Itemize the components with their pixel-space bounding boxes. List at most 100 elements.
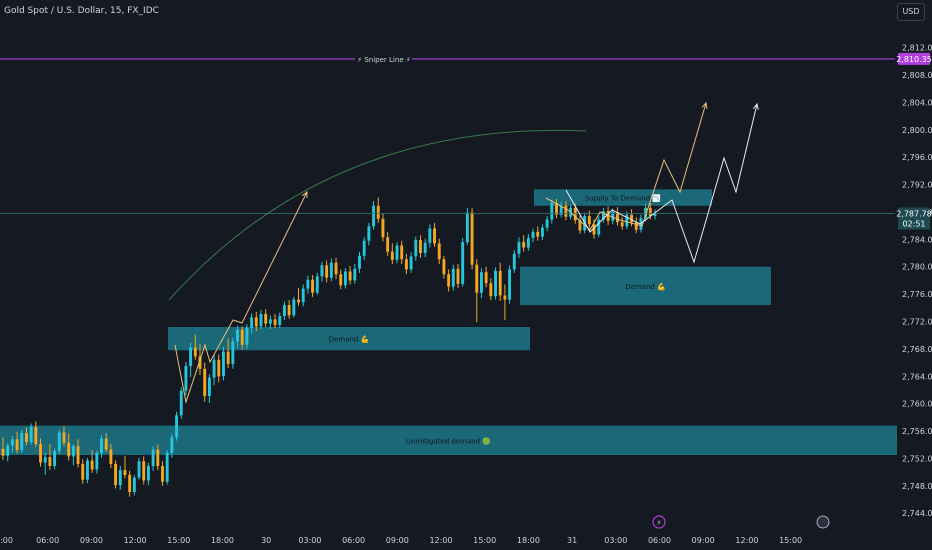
candle-body: [297, 299, 300, 303]
zone-box: [520, 266, 771, 306]
zone-label: Demand 💪: [625, 282, 666, 291]
sniper-line-label: ⚡ Sniper Line ⚡: [357, 56, 411, 64]
candle-body: [67, 442, 71, 457]
candle-body: [193, 347, 197, 357]
x-tick-label: 09:00: [692, 536, 715, 545]
candle-body: [423, 242, 427, 254]
candle-body: [156, 449, 160, 466]
candle-body: [517, 242, 521, 254]
candle-body: [254, 317, 258, 327]
candle-body: [334, 262, 338, 275]
candle-body: [428, 228, 432, 243]
candle-body: [353, 268, 357, 281]
y-tick-label: 2,792.00: [902, 181, 932, 190]
arrow-yellow-2: [545, 102, 707, 231]
y-axis: 2,812.00 2,808.00 2,804.00 2,800.00 2,796.00…: [902, 44, 932, 519]
candle-body: [390, 251, 394, 260]
candle-body: [437, 243, 441, 260]
candle-body: [53, 450, 57, 466]
candle-body: [282, 305, 286, 317]
x-tick-label: 30: [261, 536, 271, 545]
candle-body: [161, 465, 164, 482]
candle-body: [132, 477, 136, 493]
zone-label: Demand 💪: [329, 335, 370, 344]
zone-box: [0, 425, 897, 456]
candle-body: [536, 231, 540, 237]
candle-body: [165, 452, 169, 482]
candle-body: [10, 439, 14, 446]
candle-body: [348, 271, 352, 281]
arrow-white-1: [565, 103, 758, 264]
candle-body: [226, 351, 230, 364]
candle-body: [470, 212, 474, 265]
x-tick-label: 06:00: [342, 536, 365, 545]
y-tick-label: 2,760.00: [902, 400, 932, 409]
candle-body: [222, 351, 225, 377]
candle-body: [381, 218, 385, 238]
candle-body: [231, 341, 235, 364]
arrow-yellow-2-head: [701, 101, 708, 110]
zone-box: [534, 189, 712, 206]
x-tick-label: 31: [567, 536, 577, 545]
candle-body: [367, 226, 371, 241]
x-tick-label: 12:00: [124, 536, 147, 545]
candle-body: [311, 279, 315, 293]
x-tick-label: 15:00: [473, 536, 496, 545]
candle-body: [118, 470, 122, 486]
candle-body: [278, 316, 282, 325]
candle-body: [559, 205, 563, 215]
current-price-label: 2,787.78: [896, 209, 932, 218]
candle-body: [409, 256, 413, 270]
x-tick-label: 06:00: [36, 536, 59, 545]
flag-event-icon: [816, 515, 830, 529]
candle-body: [240, 329, 244, 345]
candle-body: [540, 227, 544, 237]
x-axis: 3:00 06:00 09:00 12:00 15:00 18:00 30 03:00 06:0…: [0, 536, 802, 545]
candle-body: [620, 222, 624, 227]
y-tick-label: 2,756.00: [902, 427, 932, 436]
candle-body: [104, 438, 108, 450]
candle-body: [625, 214, 629, 227]
candle-body: [601, 211, 605, 220]
candle-body: [475, 264, 479, 293]
candle-body: [264, 313, 268, 324]
arrow-yellow-1: [174, 191, 308, 404]
y-tick-label: 2,784.00: [902, 235, 932, 244]
currency-button[interactable]: USD: [897, 3, 925, 21]
candle-body: [24, 433, 28, 443]
candle-body: [29, 426, 33, 443]
candle-body: [81, 463, 85, 480]
candle-body: [43, 457, 47, 463]
candle-body: [386, 237, 390, 252]
candle-body: [189, 347, 193, 367]
candle-body: [339, 274, 343, 286]
candle-body: [550, 203, 554, 220]
lightning-icon: ⚡: [657, 519, 662, 527]
candle-body: [639, 218, 643, 230]
candle-body: [329, 262, 333, 278]
candle-body: [376, 205, 380, 219]
candle-body: [451, 268, 455, 287]
x-tick-label: 12:00: [429, 536, 452, 545]
candle-body: [179, 390, 183, 416]
candle-body: [358, 255, 361, 269]
candle-body: [526, 237, 530, 248]
candle-body: [508, 269, 512, 300]
arrow-yellow-1-head: [301, 190, 308, 199]
y-tick-label: 2,776.00: [902, 290, 932, 299]
trend-arc: [168, 129, 587, 301]
zone-box: [168, 326, 530, 351]
candle-body: [564, 205, 568, 217]
candle-body: [48, 457, 52, 466]
candle-body: [531, 231, 535, 238]
candle-body: [114, 463, 118, 486]
candle-body: [404, 259, 408, 270]
candle-body: [85, 460, 89, 480]
zones-layer: Unmitigated demand 🟢 Demand 💪 Supply To De…: [0, 189, 897, 456]
candle-body: [648, 207, 652, 217]
candle-body: [90, 460, 94, 470]
candle-body: [306, 279, 310, 289]
candle-body: [236, 329, 239, 342]
candle-body: [34, 426, 38, 445]
